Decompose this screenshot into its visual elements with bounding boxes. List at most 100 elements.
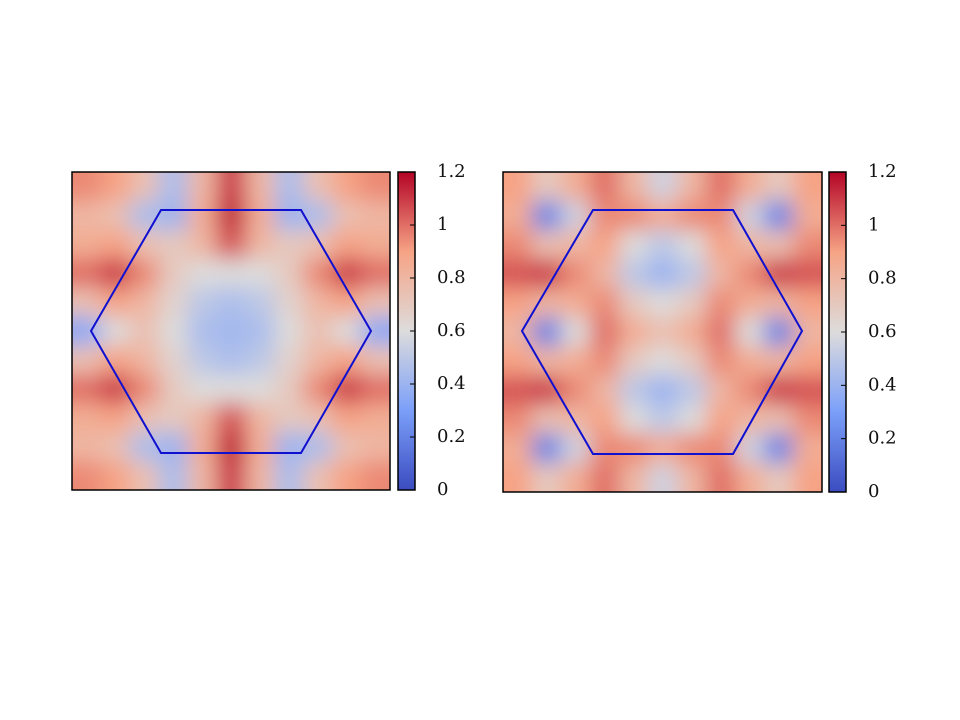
heatmap-cell <box>503 172 533 202</box>
heatmap-cell <box>72 287 102 318</box>
heatmap-cell <box>648 404 678 435</box>
heatmap-cell <box>303 172 333 202</box>
colorbar-tick-label: 0 <box>868 481 879 502</box>
heatmap-cell <box>100 316 131 346</box>
heatmap-cell <box>793 288 822 318</box>
heatmap-cell <box>245 374 275 404</box>
heatmap-cell <box>187 258 218 289</box>
heatmap-cell <box>129 316 160 346</box>
heatmap-cell <box>245 258 275 289</box>
heatmap-cell <box>158 258 189 289</box>
heatmap-cell <box>561 288 591 318</box>
heatmap-cell <box>648 317 678 348</box>
heatmap-cell <box>503 346 533 377</box>
heatmap-cell <box>706 259 736 289</box>
heatmap-cell <box>187 200 218 231</box>
heatmap-cell <box>503 230 533 260</box>
heatmap-cell <box>245 432 275 462</box>
heatmap-cell <box>619 317 649 348</box>
heatmap-cell <box>648 462 678 492</box>
heatmap-cell <box>706 172 736 202</box>
heatmap-cell <box>72 172 102 202</box>
heatmap-cell <box>503 404 533 435</box>
heatmap-cell <box>677 346 707 377</box>
heatmap-cell <box>303 229 333 260</box>
heatmap-cell <box>245 461 275 490</box>
heatmap-cell <box>100 229 131 260</box>
heatmap-cell <box>561 259 591 289</box>
panels: 0 0.2 0.4 0.6 0.8 1 1.2 0 0.2 0.4 0.6 0.8 1 1.2 <box>71 161 897 502</box>
heatmap-cell <box>677 317 707 348</box>
heatmap-cell <box>72 258 102 289</box>
heatmap-cell <box>619 433 649 464</box>
heatmap-cell <box>619 201 649 231</box>
heatmap-cell <box>677 230 707 260</box>
heatmap <box>503 172 822 492</box>
heatmap-cell <box>590 259 620 289</box>
heatmap-cell <box>619 462 649 492</box>
heatmap-cell <box>100 432 131 462</box>
heatmap-cell <box>332 229 362 260</box>
heatmap-cell <box>590 201 620 231</box>
heatmap-cell <box>216 258 246 289</box>
heatmap-cell <box>100 461 131 490</box>
heatmap-cell <box>532 259 562 289</box>
heatmap-cell <box>158 345 189 375</box>
heatmap-cell <box>100 287 131 318</box>
heatmap-cell <box>677 433 707 464</box>
heatmap-cell <box>216 461 246 490</box>
heatmap-cell <box>303 345 333 375</box>
heatmap-cell <box>158 287 189 318</box>
heatmap-cell <box>158 374 189 404</box>
heatmap-cell <box>100 200 131 231</box>
heatmap-cell <box>303 316 333 346</box>
heatmap-cell <box>619 375 649 406</box>
heatmap-cell <box>274 172 304 202</box>
heatmap-cell <box>216 403 246 433</box>
heatmap-cell <box>648 201 678 231</box>
heatmap-cell <box>532 288 562 318</box>
heatmap-cell <box>216 287 246 318</box>
heatmap-cell <box>532 172 562 202</box>
heatmap-cell <box>72 403 102 433</box>
heatmap-cell <box>764 433 794 464</box>
heatmap-cell <box>187 432 218 462</box>
heatmap-cell <box>706 433 736 464</box>
heatmap-cell <box>735 230 765 260</box>
heatmap-cell <box>619 172 649 202</box>
heatmap-cell <box>158 403 189 433</box>
heatmap-cell <box>764 462 794 492</box>
colorbar-tick-label: 0.8 <box>437 267 466 288</box>
heatmap-cell <box>503 433 533 464</box>
heatmap-cell <box>216 374 246 404</box>
heatmap-cell <box>503 259 533 289</box>
heatmap-cell <box>100 403 131 433</box>
heatmap-cells <box>503 172 822 492</box>
colorbar-tick-label: 1 <box>868 214 879 235</box>
heatmap-cell <box>561 346 591 377</box>
heatmap-cell <box>532 346 562 377</box>
heatmap-cell <box>129 258 160 289</box>
heatmap-cell <box>158 172 189 202</box>
heatmap-cell <box>648 230 678 260</box>
heatmap-cell <box>735 375 765 406</box>
heatmap-cell <box>648 346 678 377</box>
heatmap-cell <box>677 404 707 435</box>
heatmap-cell <box>274 432 304 462</box>
heatmap-cell <box>361 345 390 375</box>
heatmap-cell <box>72 374 102 404</box>
heatmap-cell <box>561 317 591 348</box>
heatmap-cell <box>561 433 591 464</box>
heatmap-cell <box>158 432 189 462</box>
heatmap-cell <box>590 172 620 202</box>
heatmap-cell <box>245 316 275 346</box>
heatmap-cell <box>793 404 822 435</box>
heatmap-cell <box>303 258 333 289</box>
heatmap-cell <box>245 287 275 318</box>
heatmap-cell <box>648 259 678 289</box>
heatmap-cell <box>590 375 620 406</box>
heatmap-cell <box>793 462 822 492</box>
heatmap-cell <box>590 288 620 318</box>
heatmap-cell <box>793 172 822 202</box>
heatmap-cell <box>590 230 620 260</box>
